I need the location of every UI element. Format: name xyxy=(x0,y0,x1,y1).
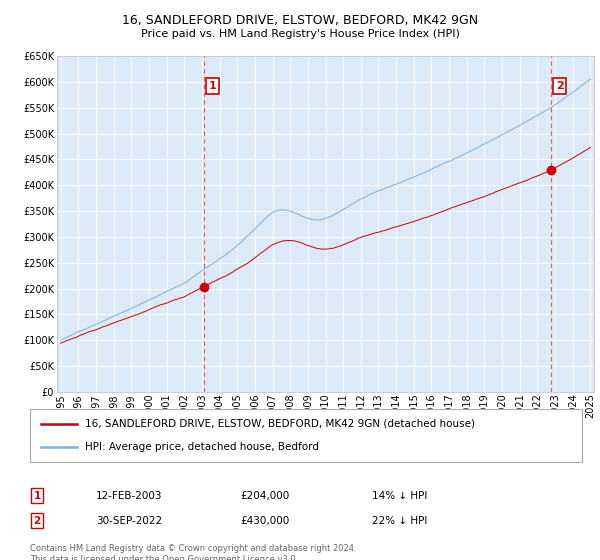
Text: 14% ↓ HPI: 14% ↓ HPI xyxy=(372,491,427,501)
Text: 16, SANDLEFORD DRIVE, ELSTOW, BEDFORD, MK42 9GN: 16, SANDLEFORD DRIVE, ELSTOW, BEDFORD, M… xyxy=(122,14,478,27)
Text: £430,000: £430,000 xyxy=(240,516,289,526)
FancyBboxPatch shape xyxy=(30,409,582,462)
Text: 1: 1 xyxy=(34,491,41,501)
Text: 1: 1 xyxy=(209,81,217,91)
Text: 16, SANDLEFORD DRIVE, ELSTOW, BEDFORD, MK42 9GN (detached house): 16, SANDLEFORD DRIVE, ELSTOW, BEDFORD, M… xyxy=(85,419,475,429)
Text: 12-FEB-2003: 12-FEB-2003 xyxy=(96,491,163,501)
Text: 2: 2 xyxy=(34,516,41,526)
Text: HPI: Average price, detached house, Bedford: HPI: Average price, detached house, Bedf… xyxy=(85,442,319,452)
Text: 30-SEP-2022: 30-SEP-2022 xyxy=(96,516,162,526)
Text: 22% ↓ HPI: 22% ↓ HPI xyxy=(372,516,427,526)
Text: Contains HM Land Registry data © Crown copyright and database right 2024.
This d: Contains HM Land Registry data © Crown c… xyxy=(30,544,356,560)
Text: 2: 2 xyxy=(556,81,563,91)
Text: Price paid vs. HM Land Registry's House Price Index (HPI): Price paid vs. HM Land Registry's House … xyxy=(140,29,460,39)
Text: £204,000: £204,000 xyxy=(240,491,289,501)
